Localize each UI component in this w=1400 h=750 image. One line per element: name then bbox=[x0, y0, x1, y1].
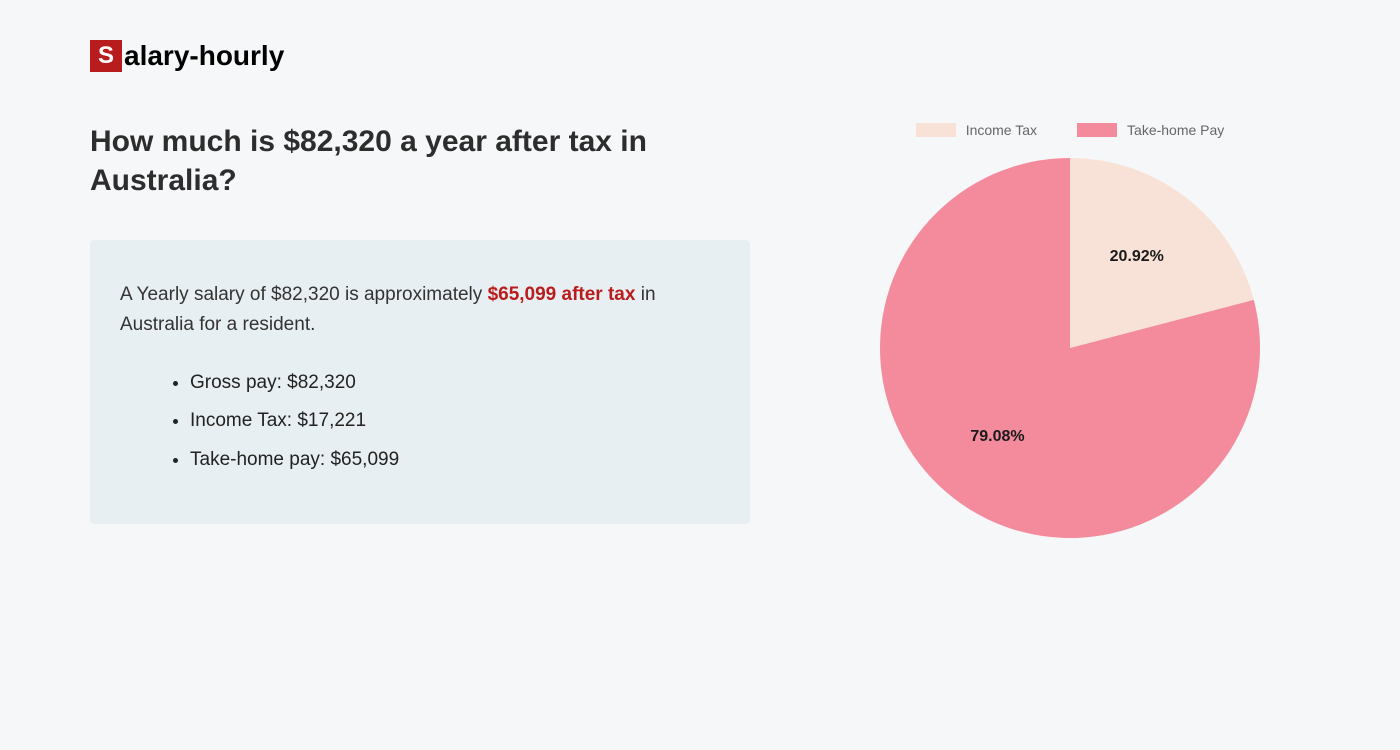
legend-swatch-takehome bbox=[1077, 123, 1117, 137]
content: How much is $82,320 a year after tax in … bbox=[90, 122, 1310, 538]
legend-label: Income Tax bbox=[966, 122, 1037, 138]
legend-item: Take-home Pay bbox=[1077, 122, 1224, 138]
legend-swatch-incometax bbox=[916, 123, 956, 137]
text-column: How much is $82,320 a year after tax in … bbox=[90, 122, 750, 524]
pie-chart: 20.92% 79.08% bbox=[880, 158, 1260, 538]
pie-svg bbox=[880, 158, 1260, 538]
list-item: Gross pay: $82,320 bbox=[190, 369, 720, 398]
page-heading: How much is $82,320 a year after tax in … bbox=[90, 122, 750, 200]
summary-box: A Yearly salary of $82,320 is approximat… bbox=[90, 240, 750, 524]
logo-text: alary-hourly bbox=[124, 40, 284, 72]
legend-label: Take-home Pay bbox=[1127, 122, 1224, 138]
chart-column: Income Tax Take-home Pay 20.92% 79.08% bbox=[850, 122, 1290, 538]
legend-item: Income Tax bbox=[916, 122, 1037, 138]
logo-initial: S bbox=[90, 40, 122, 72]
summary-highlight: $65,099 after tax bbox=[488, 284, 636, 305]
chart-legend: Income Tax Take-home Pay bbox=[916, 122, 1225, 138]
list-item: Income Tax: $17,221 bbox=[190, 407, 720, 436]
site-logo: Salary-hourly bbox=[90, 40, 1310, 72]
details-list: Gross pay: $82,320 Income Tax: $17,221 T… bbox=[120, 369, 720, 475]
list-item: Take-home pay: $65,099 bbox=[190, 446, 720, 475]
summary-pre: A Yearly salary of $82,320 is approximat… bbox=[120, 284, 488, 305]
pie-slice-label: 79.08% bbox=[970, 428, 1024, 446]
summary-text: A Yearly salary of $82,320 is approximat… bbox=[120, 280, 720, 341]
pie-slice-label: 20.92% bbox=[1110, 248, 1164, 266]
